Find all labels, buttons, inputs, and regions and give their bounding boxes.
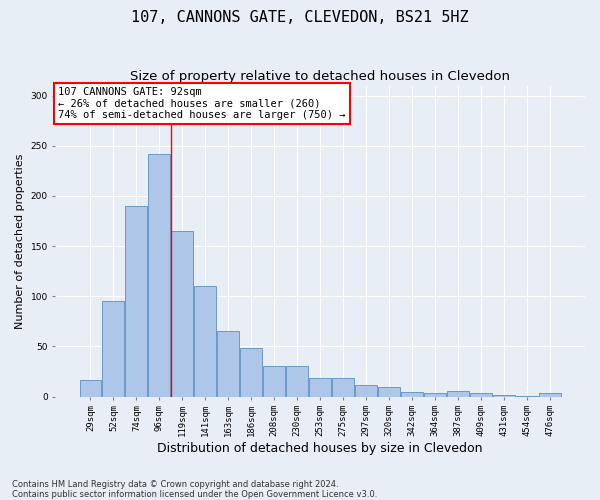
Bar (80, 380, 101, 396)
Bar (103, 301, 124, 396)
Bar (401, 392, 423, 396)
Bar (493, 394, 515, 396)
Text: Contains HM Land Registry data © Crown copyright and database right 2024.
Contai: Contains HM Land Registry data © Crown c… (12, 480, 377, 499)
Bar (470, 392, 492, 396)
Bar (125, 206, 148, 396)
Bar (263, 366, 285, 396)
Bar (355, 384, 377, 396)
Text: 107, CANNONS GATE, CLEVEDON, BS21 5HZ: 107, CANNONS GATE, CLEVEDON, BS21 5HZ (131, 10, 469, 25)
Bar (217, 332, 239, 396)
Bar (241, 348, 262, 397)
Bar (539, 392, 561, 396)
Bar (424, 392, 446, 396)
Bar (378, 386, 400, 396)
Text: 107 CANNONS GATE: 92sqm
← 26% of detached houses are smaller (260)
74% of semi-d: 107 CANNONS GATE: 92sqm ← 26% of detache… (58, 87, 346, 120)
Bar (310, 378, 331, 396)
Bar (286, 366, 308, 396)
Bar (172, 231, 193, 396)
Y-axis label: Number of detached properties: Number of detached properties (15, 154, 25, 328)
Bar (332, 378, 354, 396)
Bar (447, 390, 469, 396)
Bar (194, 286, 216, 397)
Title: Size of property relative to detached houses in Clevedon: Size of property relative to detached ho… (130, 70, 510, 83)
X-axis label: Distribution of detached houses by size in Clevedon: Distribution of detached houses by size … (157, 442, 483, 455)
Bar (148, 154, 170, 396)
